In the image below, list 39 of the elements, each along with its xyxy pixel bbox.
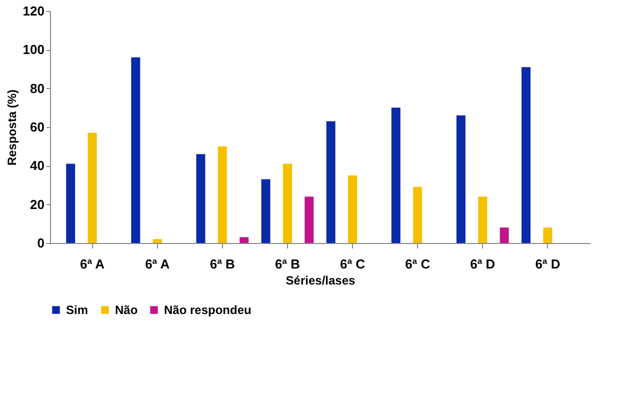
x-tick-label: 6ª B	[274, 256, 300, 272]
bar	[196, 154, 206, 243]
bar	[304, 196, 314, 243]
x-tick-label: 6ª A	[145, 256, 170, 272]
bar	[131, 57, 140, 243]
bar	[348, 175, 358, 243]
bar	[391, 108, 400, 243]
y-tick-label: 60	[30, 120, 44, 134]
bar	[88, 132, 97, 243]
bar	[218, 146, 227, 243]
bar	[478, 196, 488, 243]
bar	[500, 228, 509, 243]
y-tick-label: 100	[22, 42, 44, 58]
y-tick-label: 40	[30, 158, 44, 174]
bar	[413, 186, 422, 243]
bar	[522, 67, 531, 243]
bar	[282, 164, 292, 243]
bar	[456, 115, 466, 243]
bar	[240, 237, 249, 243]
legend-label: Não	[115, 303, 138, 317]
bar	[152, 239, 162, 243]
x-tick-label: 6ª B	[210, 256, 235, 272]
y-tick-label: 20	[30, 196, 44, 212]
bar	[261, 179, 270, 243]
x-tick-label: 6ª C	[405, 256, 431, 272]
bar	[66, 164, 76, 243]
y-tick-label: 120	[22, 4, 44, 18]
y-tick-label: 0	[37, 236, 44, 250]
legend-label: Não respondeu	[164, 303, 252, 317]
legend-label: Sim	[66, 303, 88, 317]
x-tick-label: 6ª D	[470, 256, 496, 272]
bar	[326, 121, 336, 243]
x-tick-label: 6ª C	[340, 256, 366, 272]
x-axis-title: Séries/lases	[286, 274, 356, 288]
x-tick-label: 6ª A	[80, 256, 106, 272]
bar	[543, 228, 552, 243]
y-axis-title: Resposta (%)	[4, 89, 19, 166]
y-tick-label: 80	[30, 80, 44, 96]
x-tick-label: 6ª D	[535, 256, 560, 272]
